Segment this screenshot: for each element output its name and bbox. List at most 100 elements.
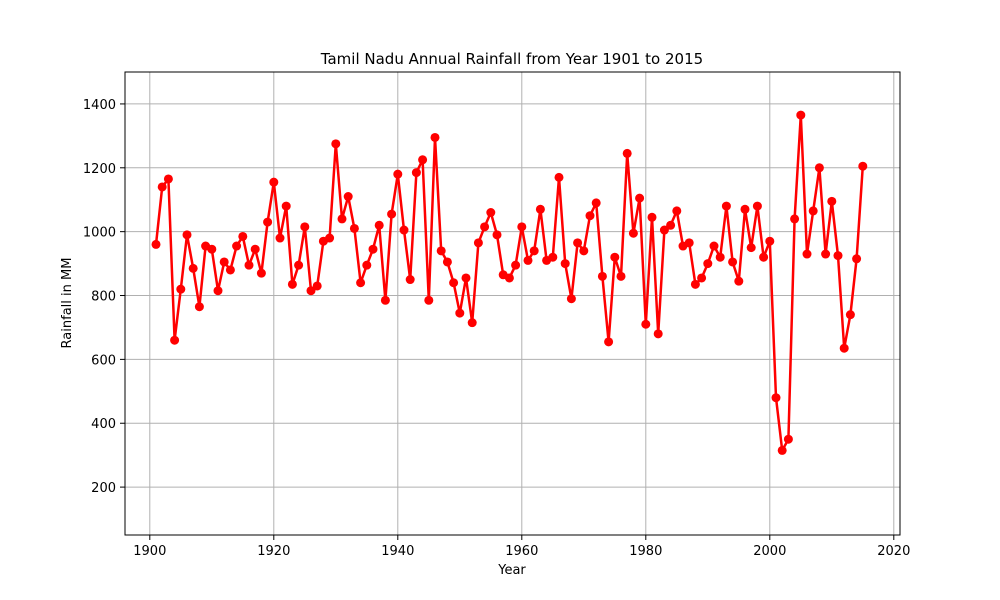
data-point — [157, 182, 167, 192]
y-tick-label: 800 — [91, 290, 116, 305]
data-point — [721, 201, 731, 211]
data-point — [219, 257, 229, 267]
x-tick-label: 1900 — [133, 544, 166, 559]
data-point — [362, 260, 372, 270]
data-point — [368, 244, 378, 254]
data-point — [566, 294, 576, 304]
data-point — [436, 246, 446, 256]
y-axis: 200 400 600 800 1000 1200 1400 — [83, 98, 125, 496]
data-point — [808, 206, 818, 216]
data-point — [672, 206, 682, 216]
data-point — [759, 252, 769, 262]
data-point — [827, 196, 837, 206]
data-point — [771, 393, 781, 403]
data-point — [622, 148, 632, 158]
data-point — [734, 276, 744, 286]
data-point — [393, 169, 403, 179]
data-point — [250, 244, 260, 254]
data-point — [207, 244, 217, 254]
data-point — [535, 204, 545, 214]
data-point — [480, 222, 490, 232]
data-point — [511, 260, 521, 270]
plot-frame — [124, 71, 901, 536]
data-point — [294, 260, 304, 270]
y-tick-label: 1400 — [83, 98, 116, 113]
y-tick-label: 200 — [91, 481, 116, 496]
y-tick-label: 1200 — [83, 162, 116, 177]
data-point — [263, 217, 273, 227]
data-point — [244, 260, 254, 270]
data-point — [312, 281, 322, 291]
data-point — [573, 238, 583, 248]
data-point — [306, 286, 316, 296]
data-point — [238, 231, 248, 241]
data-point — [666, 220, 676, 230]
x-axis-label: Year — [497, 563, 526, 578]
data-point — [349, 223, 359, 233]
data-point — [331, 139, 341, 149]
y-tick-label: 1000 — [83, 226, 116, 241]
data-point — [424, 295, 434, 305]
data-point — [194, 302, 204, 312]
data-point — [845, 310, 855, 320]
data-point — [814, 163, 824, 173]
data-point — [852, 254, 862, 264]
x-axis: 1900 1920 1940 1960 1980 2000 2020 — [133, 535, 910, 559]
data-point — [504, 273, 514, 283]
data-point — [703, 259, 713, 269]
data-point — [697, 273, 707, 283]
y-tick-label: 400 — [91, 417, 116, 432]
data-point — [374, 220, 384, 230]
data-point — [455, 308, 465, 318]
data-point — [659, 225, 669, 235]
data-point — [387, 209, 397, 219]
data-point — [486, 207, 496, 217]
data-point — [597, 271, 607, 281]
data-point — [709, 241, 719, 251]
data-point — [275, 233, 285, 243]
x-tick-label: 2020 — [877, 544, 910, 559]
data-point — [628, 228, 638, 238]
y-axis-label: Rainfall in MM — [60, 258, 75, 349]
data-point — [777, 445, 787, 455]
data-point — [188, 263, 198, 273]
data-point — [635, 193, 645, 203]
data-point — [740, 204, 750, 214]
data-point — [225, 265, 235, 275]
data-point — [287, 279, 297, 289]
data-point — [182, 230, 192, 240]
data-point — [461, 273, 471, 283]
data-point — [858, 161, 868, 171]
data-point — [690, 279, 700, 289]
data-point — [523, 255, 533, 265]
data-point — [715, 252, 725, 262]
data-point — [560, 259, 570, 269]
rainfall-points — [151, 110, 868, 455]
data-point — [821, 249, 831, 259]
data-point — [591, 198, 601, 208]
data-point — [783, 434, 793, 444]
data-point — [647, 212, 657, 222]
x-tick-label: 2000 — [753, 544, 786, 559]
data-point — [579, 246, 589, 256]
data-point — [517, 222, 527, 232]
data-point — [585, 211, 595, 221]
data-point — [281, 201, 291, 211]
data-point — [343, 192, 353, 202]
data-point — [746, 243, 756, 253]
data-point — [752, 201, 762, 211]
data-point — [418, 155, 428, 165]
data-point — [833, 251, 843, 261]
data-point — [430, 132, 440, 142]
data-point — [802, 249, 812, 259]
data-point — [604, 337, 614, 347]
data-point — [467, 318, 477, 328]
data-point — [442, 257, 452, 267]
data-point — [405, 275, 415, 285]
data-point — [765, 236, 775, 246]
data-point — [337, 214, 347, 224]
data-point — [176, 284, 186, 294]
data-point — [449, 278, 459, 288]
x-tick-label: 1960 — [505, 544, 538, 559]
